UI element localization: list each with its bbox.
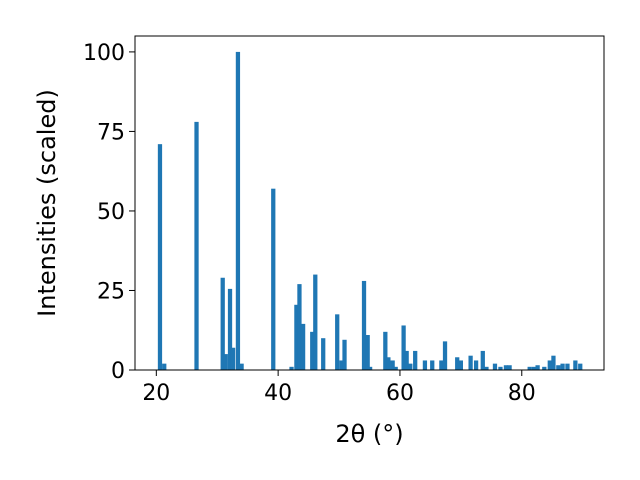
- bar: [194, 121, 199, 370]
- plot-frame: [134, 35, 605, 371]
- x-axis-ticks: 20 40 60 80: [142, 370, 536, 406]
- bar: [413, 350, 418, 370]
- bar: [162, 363, 167, 370]
- y-tick-label: 25: [97, 279, 125, 304]
- bar: [503, 365, 509, 370]
- y-tick-label: 50: [97, 200, 125, 225]
- x-axis-label: 2θ (°): [335, 420, 403, 448]
- bar: [365, 335, 370, 370]
- bar: [535, 365, 540, 370]
- y-tick-label: 0: [111, 359, 125, 384]
- bar-series: [157, 51, 583, 371]
- bar: [547, 360, 552, 370]
- bar: [430, 360, 435, 370]
- bar: [239, 363, 244, 370]
- bar: [294, 304, 299, 370]
- bar: [339, 360, 344, 370]
- bar: [439, 360, 444, 370]
- bar: [223, 354, 228, 370]
- bar: [565, 363, 570, 370]
- x-tick-label: 40: [264, 381, 292, 406]
- bar: [542, 366, 547, 370]
- bar: [551, 355, 556, 370]
- bar: [361, 280, 367, 370]
- y-axis-ticks: 0 25 50 75 100: [83, 41, 135, 384]
- bar: [442, 341, 448, 370]
- bar: [227, 288, 233, 370]
- y-tick-label: 75: [97, 120, 125, 145]
- bar: [578, 363, 583, 370]
- bar: [401, 325, 406, 370]
- bar: [220, 277, 225, 370]
- bar: [289, 366, 294, 370]
- bar: [367, 366, 373, 370]
- bar: [484, 366, 489, 370]
- bar: [321, 338, 326, 370]
- bar: [507, 365, 512, 370]
- bar: [335, 314, 340, 370]
- bar: [531, 366, 537, 370]
- bar: [157, 144, 163, 370]
- bar: [404, 350, 409, 370]
- bar: [271, 188, 276, 370]
- bar: [235, 51, 241, 371]
- bar: [498, 366, 503, 370]
- bar: [573, 360, 578, 370]
- y-tick-label: 100: [83, 41, 125, 66]
- bar: [393, 366, 398, 370]
- x-tick-label: 20: [142, 381, 170, 406]
- bar: [390, 360, 395, 370]
- bar: [468, 355, 473, 370]
- bar: [297, 284, 302, 370]
- bar: [342, 339, 347, 370]
- bar: [300, 323, 306, 370]
- bar: [560, 363, 565, 370]
- bar: [458, 360, 463, 370]
- x-tick-label: 60: [386, 381, 414, 406]
- bar: [480, 350, 485, 370]
- y-axis-label: Intensities (scaled): [33, 89, 61, 317]
- bar: [473, 360, 479, 370]
- bar: [527, 366, 532, 370]
- bar: [313, 274, 318, 370]
- bar: [230, 347, 236, 370]
- x-tick-label: 80: [508, 381, 536, 406]
- bar: [386, 357, 391, 370]
- bar: [556, 365, 561, 370]
- bar: [492, 363, 498, 370]
- bar: [455, 357, 460, 370]
- bar: [408, 363, 413, 370]
- bar: [383, 331, 388, 370]
- bar: [310, 331, 315, 370]
- bar: [422, 360, 428, 370]
